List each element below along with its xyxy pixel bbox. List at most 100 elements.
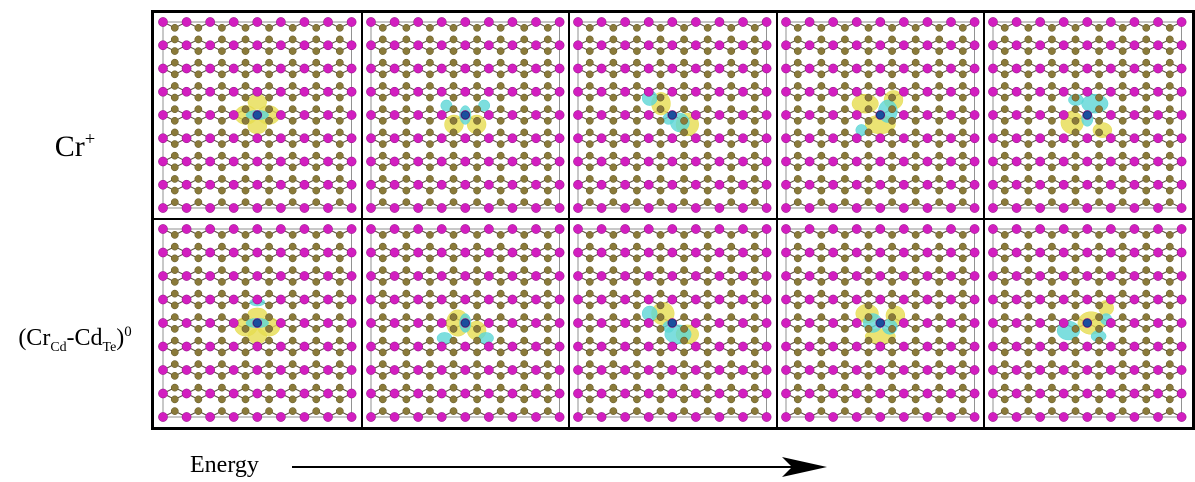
cd-atom: [378, 58, 387, 67]
te-atom: [761, 388, 772, 399]
cd-atom: [378, 23, 387, 32]
cd-atom: [496, 383, 505, 392]
cd-atom: [402, 151, 410, 160]
te-atom: [530, 86, 541, 97]
cd-atom: [1072, 82, 1080, 90]
te-atom: [1153, 40, 1164, 51]
te-atom: [761, 17, 772, 27]
cd-atom: [703, 372, 712, 380]
te-atom: [573, 271, 584, 281]
cd-atom: [727, 198, 736, 207]
cd-atom: [1072, 407, 1080, 415]
cd-atom: [656, 93, 665, 102]
cd-atom: [194, 242, 203, 251]
te-atom: [691, 40, 701, 51]
te-atom: [945, 341, 956, 352]
cd-atom: [288, 105, 297, 114]
cd-atom: [958, 348, 967, 357]
te-atom: [346, 388, 357, 399]
te-atom: [714, 203, 725, 213]
te-atom: [804, 179, 815, 190]
cd-atom: [793, 372, 802, 380]
cd-atom: [727, 254, 736, 263]
cd-atom: [703, 325, 712, 333]
cd-atom: [1166, 163, 1175, 172]
te-atom: [851, 40, 862, 51]
cd-atom: [864, 35, 873, 44]
cd-atom: [1119, 116, 1127, 125]
te-atom: [530, 294, 541, 305]
cd-atom: [335, 175, 344, 183]
te-atom: [554, 294, 565, 305]
cd-atom: [911, 254, 920, 263]
te-atom: [276, 86, 286, 97]
cd-atom: [1048, 289, 1057, 298]
cd-atom: [449, 254, 457, 263]
te-atom: [1177, 318, 1187, 328]
te-atom: [738, 133, 749, 144]
te-atom: [780, 156, 791, 167]
cd-atom: [727, 58, 736, 67]
te-atom: [158, 17, 168, 27]
te-atom: [988, 294, 999, 305]
cd-atom: [425, 372, 434, 380]
cd-atom: [425, 360, 434, 368]
cd-atom: [703, 23, 712, 32]
cd-atom: [1001, 242, 1010, 251]
te-atom: [1059, 224, 1069, 234]
cd-atom: [609, 395, 618, 404]
cd-atom: [312, 93, 321, 102]
cd-atom: [840, 348, 849, 357]
cd-atom: [817, 140, 826, 148]
cd-atom: [312, 254, 321, 263]
cd-atom: [1119, 254, 1127, 263]
te-atom: [804, 388, 815, 399]
cd-atom: [265, 175, 273, 183]
te-atom: [460, 365, 470, 375]
cd-atom: [378, 266, 387, 274]
cd-atom: [864, 278, 873, 286]
cd-atom: [194, 82, 203, 90]
cd-atom: [1119, 70, 1127, 79]
te-atom: [412, 318, 423, 328]
te-atom: [804, 110, 815, 120]
te-atom: [667, 179, 678, 190]
te-atom: [205, 156, 215, 167]
te-atom: [596, 86, 607, 97]
cd-atom: [958, 278, 967, 286]
te-atom: [780, 294, 791, 305]
cd-atom: [312, 336, 321, 345]
cd-atom: [402, 313, 410, 321]
te-atom: [252, 179, 263, 190]
te-atom: [945, 294, 956, 305]
cd-atom: [312, 35, 321, 44]
cd-atom: [194, 47, 203, 55]
cd-atom: [312, 242, 321, 251]
te-atom: [460, 203, 470, 213]
cd-atom: [1048, 35, 1057, 44]
cd-atom: [543, 116, 552, 125]
cd-atom: [288, 360, 297, 368]
cd-atom: [727, 348, 736, 357]
cd-atom: [1001, 186, 1010, 195]
cd-atom: [378, 360, 387, 368]
cd-atom: [335, 58, 344, 67]
cd-atom: [911, 313, 920, 321]
positive-lobe: [247, 307, 267, 320]
cd-atom: [1024, 301, 1033, 310]
cd-atom: [335, 186, 344, 195]
cd-atom: [288, 186, 297, 195]
cd-atom: [656, 58, 665, 67]
cd-atom: [1072, 325, 1080, 333]
cd-atom: [888, 105, 896, 114]
cd-atom: [911, 278, 920, 286]
te-atom: [389, 179, 400, 190]
cd-atom: [1095, 348, 1104, 357]
te-atom: [1082, 341, 1093, 352]
cd-atom: [425, 395, 434, 404]
te-atom: [1059, 203, 1069, 213]
cd-atom: [609, 266, 618, 274]
te-atom: [1129, 156, 1140, 167]
cd-atom: [543, 372, 552, 380]
te-atom: [365, 365, 376, 375]
